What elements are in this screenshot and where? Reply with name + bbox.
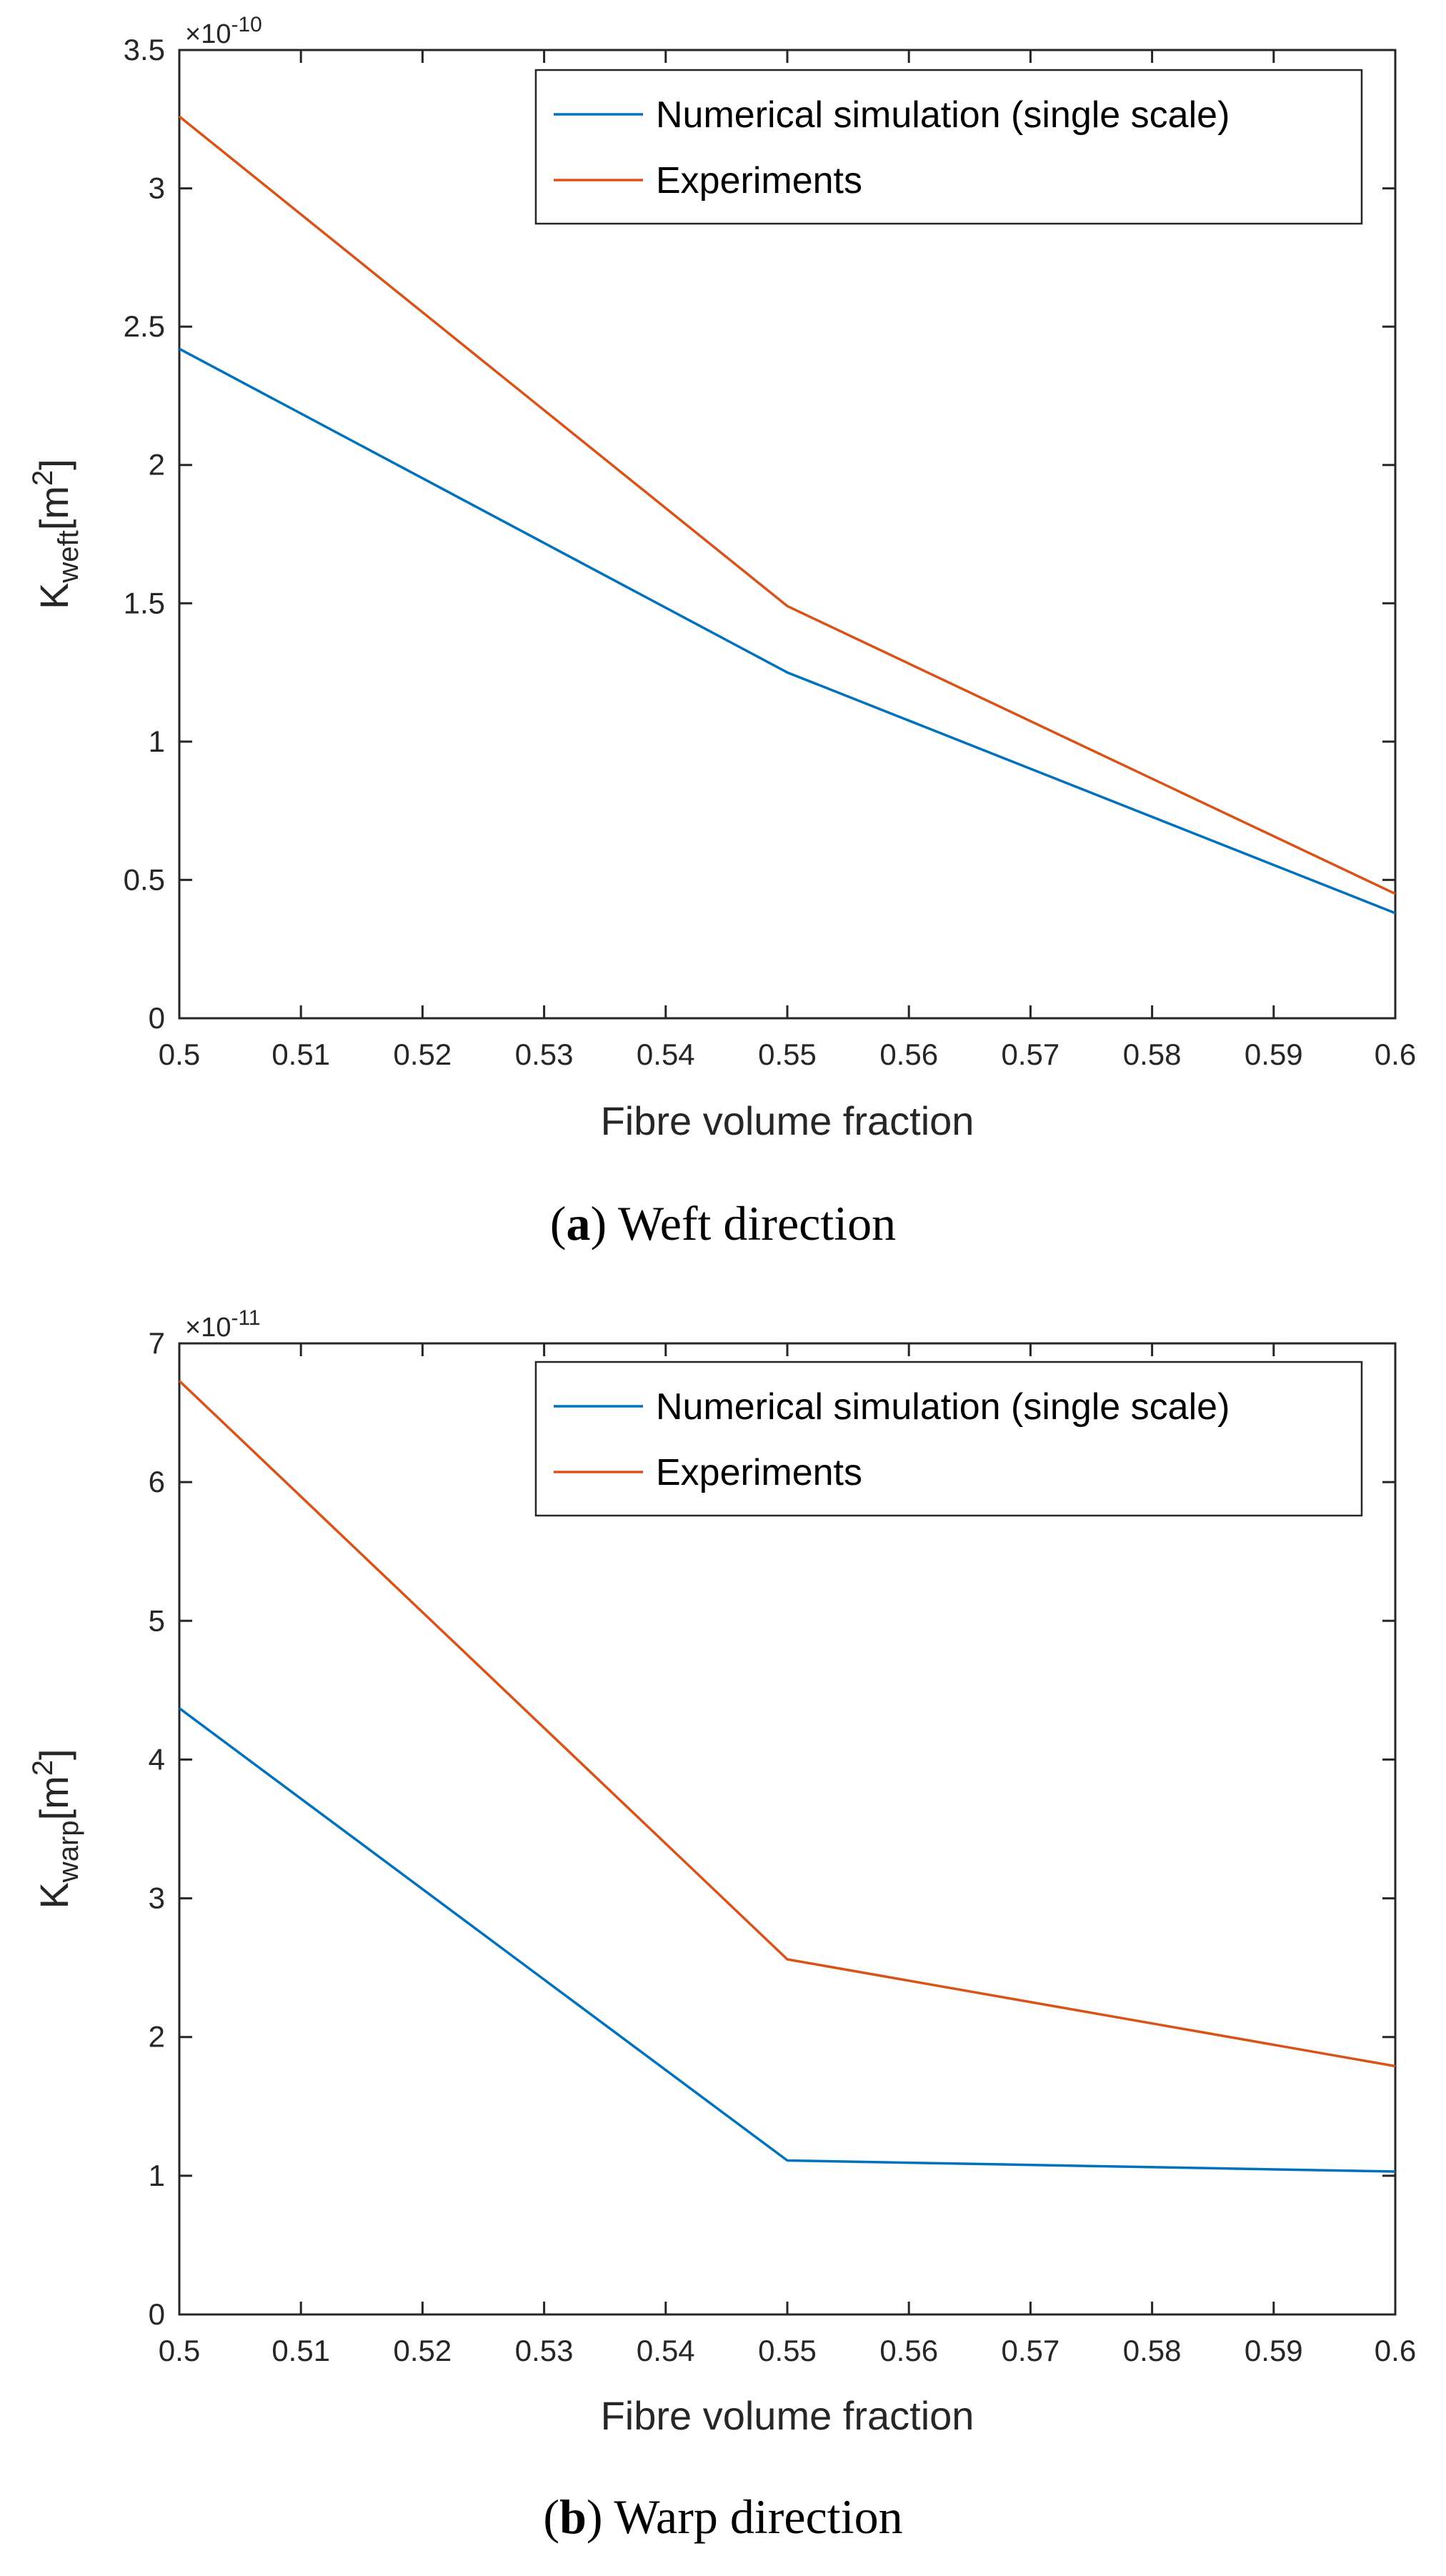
chart-b-ytick-label: 6 xyxy=(149,1465,165,1498)
chart-a-ytick-label: 2.5 xyxy=(124,309,165,343)
chart-b-caption: (b) Warp direction xyxy=(543,2490,902,2544)
chart-a-ytick-label: 2 xyxy=(149,448,165,482)
chart-b-caption-open: ( xyxy=(543,2490,559,2544)
chart-b-y-axis-label-unit-sup: 2 xyxy=(27,1760,59,1776)
chart-a-xtick-label: 0.58 xyxy=(1123,1038,1182,1071)
chart-a-caption-letter: a xyxy=(567,1196,591,1250)
chart-a-x-axis-label: Fibre volume fraction xyxy=(601,1098,974,1143)
chart-a-xtick-label: 0.55 xyxy=(758,1038,817,1071)
chart-a-legend: Numerical simulation (single scale) Exper… xyxy=(534,69,1363,225)
chart-a-xtick-label: 0.53 xyxy=(515,1038,574,1071)
chart-b-y-axis-label-main: K xyxy=(31,1882,76,1909)
chart-a-xtick-label: 0.5 xyxy=(159,1038,200,1071)
chart-b-xtick-label: 0.55 xyxy=(758,2334,817,2367)
chart-b-ytick-label: 0 xyxy=(149,2297,165,2331)
chart-a-exponent-base: ×10 xyxy=(185,19,231,49)
chart-b-xtick-label: 0.56 xyxy=(879,2334,938,2367)
chart-b-legend: Numerical simulation (single scale) Exper… xyxy=(534,1361,1363,1517)
chart-a-ytick-label: 0 xyxy=(149,1001,165,1035)
chart-a-xtick-label: 0.57 xyxy=(1002,1038,1060,1071)
chart-a-y-axis-label-sub: weft xyxy=(53,530,84,583)
chart-a-xtick-label: 0.6 xyxy=(1375,1038,1416,1071)
chart-b-ytick-label: 7 xyxy=(149,1326,165,1360)
chart-b-xtick-label: 0.57 xyxy=(1002,2334,1060,2367)
chart-b-caption-close: ) xyxy=(587,2490,603,2544)
chart-a-xtick-label: 0.54 xyxy=(637,1038,695,1071)
chart-a-y-axis-label-unit-sup: 2 xyxy=(27,470,59,486)
chart-b-ytick-label: 2 xyxy=(149,2020,165,2054)
chart-a-ytick-label: 0.5 xyxy=(124,862,165,896)
chart-a-ytick-label: 3 xyxy=(149,171,165,205)
chart-b-legend-label-1: Experiments xyxy=(656,1452,862,1493)
chart-a-exponent-power: -10 xyxy=(231,13,261,36)
chart-b-xtick-label: 0.59 xyxy=(1245,2334,1303,2367)
chart-a-caption-text: Weft direction xyxy=(607,1196,896,1250)
chart-a-y-axis-label-unit-prefix: [m xyxy=(31,486,76,530)
chart-a-ytick-label: 1 xyxy=(149,725,165,758)
chart-a-legend-label-0: Numerical simulation (single scale) xyxy=(656,94,1230,136)
chart-a-xtick-label: 0.52 xyxy=(394,1038,452,1071)
chart-b-y-axis-label-unit-suffix: ] xyxy=(31,1749,76,1760)
chart-b-y-axis-label-unit-prefix: [m xyxy=(31,1776,76,1820)
chart-a-caption-close: ) xyxy=(591,1196,607,1250)
chart-b-ytick-label: 1 xyxy=(149,2159,165,2192)
chart-a: 0.5 0.51 0.52 0.53 0.54 0.55 0.56 0.57 0.58 0.59 0… xyxy=(27,13,1416,1250)
chart-a-caption: (a) Weft direction xyxy=(550,1196,896,1250)
chart-b-caption-text: Warp direction xyxy=(603,2490,903,2544)
chart-b-x-axis-label: Fibre volume fraction xyxy=(601,2393,974,2438)
chart-a-y-axis-label-main: K xyxy=(31,583,76,610)
chart-b-xtick-label: 0.54 xyxy=(637,2334,695,2367)
chart-b-y-axis-label: Kwarp[m2] xyxy=(27,1749,84,1909)
chart-b-ytick-label: 3 xyxy=(149,1881,165,1915)
chart-a-legend-box xyxy=(534,69,1363,225)
chart-a-y-axis-label-unit-suffix: ] xyxy=(31,459,76,470)
chart-b-xtick-label: 0.53 xyxy=(515,2334,574,2367)
chart-a-xtick-label: 0.59 xyxy=(1245,1038,1303,1071)
chart-b-y-axis-label-sub: warp xyxy=(53,1820,84,1883)
chart-b-xtick-label: 0.6 xyxy=(1375,2334,1416,2367)
chart-b-xtick-label: 0.5 xyxy=(159,2334,200,2367)
chart-b-ytick-label: 4 xyxy=(149,1742,165,1776)
chart-b-exponent-power: -11 xyxy=(231,1306,260,1330)
chart-b-xtick-label: 0.58 xyxy=(1123,2334,1182,2367)
chart-b-exponent-label: ×10-11 xyxy=(185,1306,261,1343)
chart-b-exponent-base: ×10 xyxy=(185,1313,231,1343)
chart-a-caption-open: ( xyxy=(550,1196,567,1250)
chart-b-caption-letter: b xyxy=(559,2490,587,2544)
chart-a-ytick-label: 1.5 xyxy=(124,586,165,620)
chart-a-ytick-label: 3.5 xyxy=(124,33,165,66)
chart-b-ytick-label: 5 xyxy=(149,1603,165,1637)
chart-a-y-axis-label: Kweft[m2] xyxy=(27,459,84,610)
chart-b-xtick-label: 0.51 xyxy=(271,2334,330,2367)
chart-a-xtick-label: 0.51 xyxy=(271,1038,330,1071)
chart-a-xtick-label: 0.56 xyxy=(879,1038,938,1071)
chart-b-legend-box xyxy=(534,1361,1363,1517)
chart-b-legend-label-0: Numerical simulation (single scale) xyxy=(656,1386,1230,1428)
chart-a-legend-label-1: Experiments xyxy=(656,160,862,202)
chart-b: 0.5 0.51 0.52 0.53 0.54 0.55 0.56 0.57 0.58 0.59 0… xyxy=(27,1306,1416,2544)
chart-a-exponent-label: ×10-10 xyxy=(185,13,262,49)
chart-b-xtick-label: 0.52 xyxy=(394,2334,452,2367)
